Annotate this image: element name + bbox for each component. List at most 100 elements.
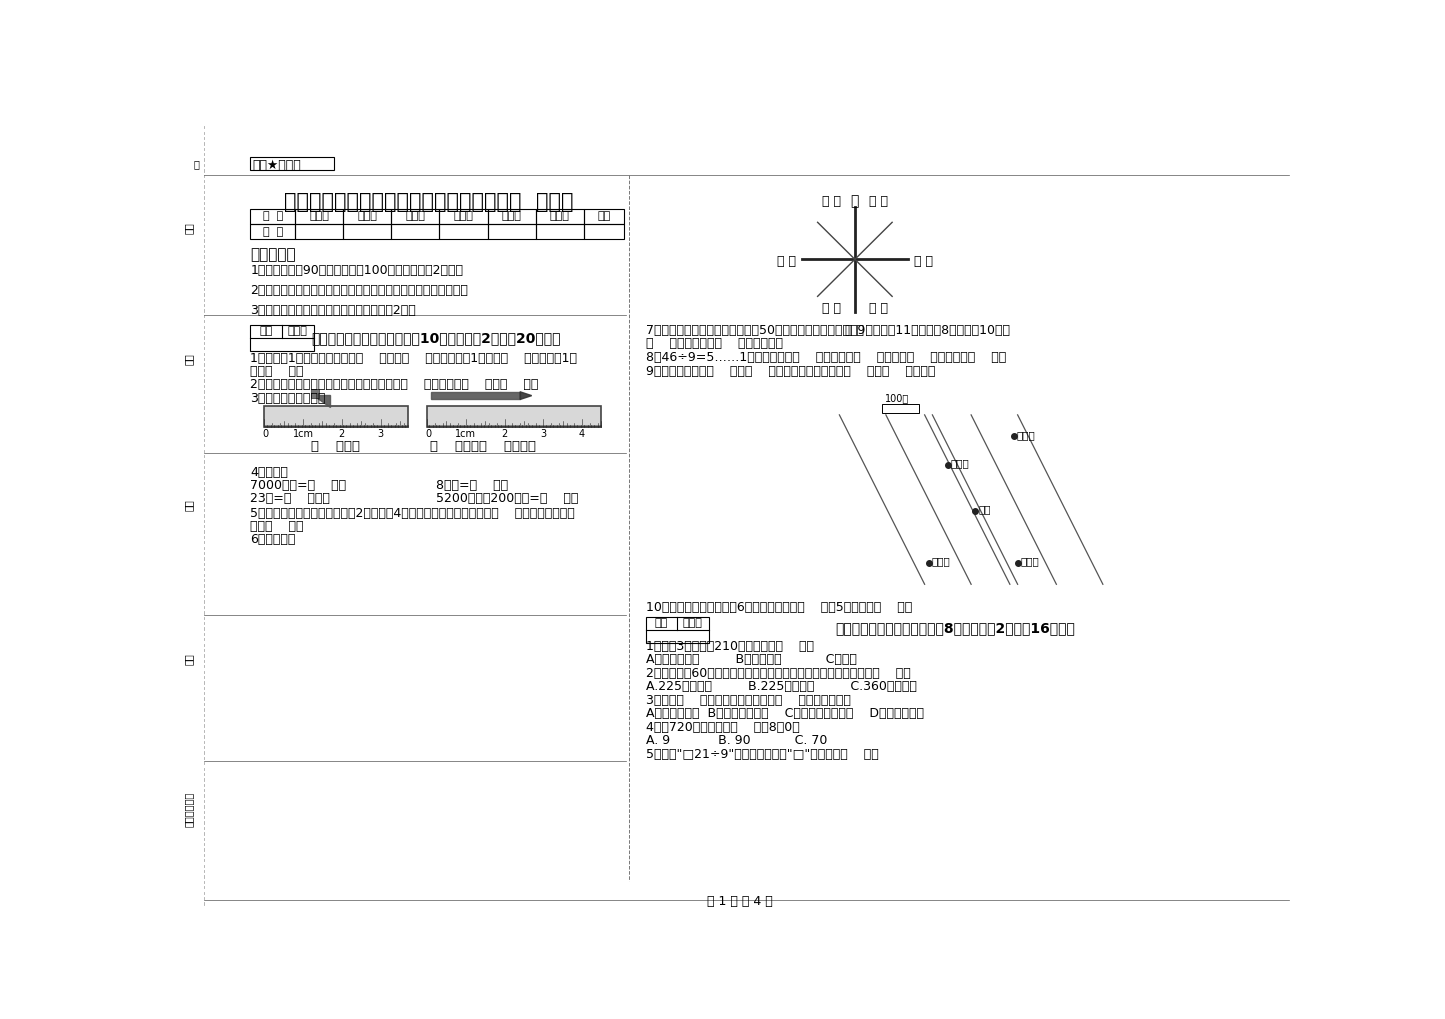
Text: 评卷人: 评卷人 <box>683 618 702 628</box>
Bar <box>487 209 536 224</box>
Text: 3、量出钉子的长度。: 3、量出钉子的长度。 <box>250 391 325 405</box>
Text: （ ）: （ ） <box>777 255 796 268</box>
Bar <box>295 224 344 239</box>
Text: 判断题: 判断题 <box>406 211 425 221</box>
Text: 小刚家: 小刚家 <box>932 556 951 567</box>
Text: 9、小红家在学校（    ）方（    ）米处；小明家在学校（    ）方（    ）米处。: 9、小红家在学校（ ）方（ ）米处；小明家在学校（ ）方（ ）米处。 <box>646 365 935 378</box>
Text: 学校: 学校 <box>184 653 194 665</box>
Text: （    ）毫米: （ ）毫米 <box>311 439 360 452</box>
Text: 学号: 学号 <box>184 222 194 234</box>
Text: 4、换算。: 4、换算。 <box>250 466 288 479</box>
Text: 北: 北 <box>851 195 860 209</box>
Bar <box>439 209 487 224</box>
Text: 乡镇（街道）: 乡镇（街道） <box>184 792 194 827</box>
Text: 5、要使"□21÷9"的商是三位数，"□"里只能填（    ）。: 5、要使"□21÷9"的商是三位数，"□"里只能填（ ）。 <box>646 748 879 760</box>
Text: （ ）: （ ） <box>822 195 841 208</box>
Text: 二、反复比较，慎重选择（共8小题，每题2分，共16分）。: 二、反复比较，慎重选择（共8小题，每题2分，共16分）。 <box>835 622 1075 635</box>
Polygon shape <box>431 391 520 399</box>
Text: 4: 4 <box>579 429 585 439</box>
Text: 100米: 100米 <box>886 393 909 404</box>
Text: 考试须知：: 考试须知： <box>250 247 296 262</box>
Text: 综合题: 综合题 <box>501 211 522 221</box>
Text: 1cm: 1cm <box>455 429 477 439</box>
Text: A.225平方分米         B.225平方厘米         C.360平方厘米: A.225平方分米 B.225平方厘米 C.360平方厘米 <box>646 680 916 693</box>
Text: 2、在进位加法中，不管哪一位上的数相加满（    ），都要向（    ）进（    ）。: 2、在进位加法中，不管哪一位上的数相加满（ ），都要向（ ）进（ ）。 <box>250 378 539 391</box>
Bar <box>584 224 624 239</box>
Text: 题: 题 <box>194 159 199 169</box>
Text: 数的（    ）。: 数的（ ）。 <box>250 521 303 533</box>
Text: 3: 3 <box>377 429 383 439</box>
Bar <box>311 388 318 398</box>
Text: 3、明天（    ）会下雨，今天下午我（    ）游遍全世界。: 3、明天（ ）会下雨，今天下午我（ ）游遍全世界。 <box>646 694 851 706</box>
Text: 2: 2 <box>338 429 345 439</box>
Text: 一、用心思考，正确填空（共10小题，每题2分，共20分）。: 一、用心思考，正确填空（共10小题，每题2分，共20分）。 <box>312 331 561 345</box>
Text: 第 1 页 共 4 页: 第 1 页 共 4 页 <box>707 895 773 908</box>
Text: 23吨=（    ）千克: 23吨=（ ）千克 <box>250 492 331 504</box>
Text: 2、把一根长60厘米的铁丝围城一个正方形，这个正方形的面积是（    ）。: 2、把一根长60厘米的铁丝围城一个正方形，这个正方形的面积是（ ）。 <box>646 666 910 680</box>
Bar <box>646 616 709 643</box>
Bar <box>439 224 487 239</box>
Text: 填空题: 填空题 <box>309 211 329 221</box>
Text: A、一定，可能  B、可能，不可能    C、不可能，不可能    D、可能，可能: A、一定，可能 B、可能，不可能 C、不可能，不可能 D、可能，可能 <box>646 707 923 719</box>
Text: 7、体育老师对第一小组同学进行50米跑测试，成绩如下小红9秒，小刚11秒，小明8秒，小军10秒。: 7、体育老师对第一小组同学进行50米跑测试，成绩如下小红9秒，小刚11秒，小明8… <box>646 324 1010 337</box>
Bar <box>250 157 334 170</box>
Polygon shape <box>314 394 331 408</box>
Text: A、乘公共汽车         B、骑自行车           C、步行: A、乘公共汽车 B、骑自行车 C、步行 <box>646 653 857 665</box>
Text: （ ）: （ ） <box>845 324 864 337</box>
Text: 选择题: 选择题 <box>357 211 377 221</box>
Text: 2: 2 <box>501 429 507 439</box>
Text: 1、分针走1小格，秒针正好走（    ），是（    ）秒。分针走1大格是（    ），时针走1大: 1、分针走1小格，秒针正好走（ ），是（ ）秒。分针走1大格是（ ），时针走1大 <box>250 352 578 365</box>
Text: A. 9            B. 90           C. 70: A. 9 B. 90 C. 70 <box>646 734 827 747</box>
Text: 6、填一填。: 6、填一填。 <box>250 534 296 546</box>
Text: （ ）: （ ） <box>868 195 887 208</box>
Text: 四川省重点小学三年级数学下学期月考试卷  附解析: 四川省重点小学三年级数学下学期月考试卷 附解析 <box>283 192 574 212</box>
Text: 总分: 总分 <box>597 211 610 221</box>
Text: 题  号: 题 号 <box>263 211 283 221</box>
Text: 绝密★启用前: 绝密★启用前 <box>253 159 302 172</box>
Text: 1cm: 1cm <box>292 429 314 439</box>
Bar <box>536 209 584 224</box>
Text: 得分: 得分 <box>655 618 668 628</box>
Bar <box>264 406 407 427</box>
Bar <box>428 406 601 427</box>
Bar <box>250 224 295 239</box>
Text: 小红家: 小红家 <box>951 459 970 469</box>
Text: 8、46÷9=5……1中，被除数是（    ），除数是（    ），商是（    ），余数是（    ）。: 8、46÷9=5……1中，被除数是（ ），除数是（ ），商是（ ），余数是（ ）… <box>646 351 1006 364</box>
Text: （    ）跑得最快，（    ）跑得最慢。: （ ）跑得最快，（ ）跑得最慢。 <box>646 337 783 351</box>
Bar <box>881 405 919 414</box>
Text: 计算题: 计算题 <box>454 211 474 221</box>
Text: 8千克=（    ）克: 8千克=（ ）克 <box>436 479 509 492</box>
Text: 小明家: 小明家 <box>1017 430 1036 440</box>
Text: 5200千克－200千克=（    ）吨: 5200千克－200千克=（ ）吨 <box>436 492 579 504</box>
Text: 应用题: 应用题 <box>549 211 569 221</box>
Bar <box>584 209 624 224</box>
Text: 小军家: 小军家 <box>1020 556 1039 567</box>
Text: （ ）: （ ） <box>822 303 841 315</box>
Text: 班级: 班级 <box>184 499 194 512</box>
Text: 3: 3 <box>540 429 546 439</box>
Bar <box>344 224 392 239</box>
Polygon shape <box>520 391 532 399</box>
Text: 格是（    ）。: 格是（ ）。 <box>250 365 303 378</box>
Text: 得  分: 得 分 <box>263 226 283 236</box>
Text: 0: 0 <box>426 429 432 439</box>
Text: 5、劳动课上做纸花，红红做了2朵纸花，4朵蓝花，红花占纸花总数的（    ），蓝花占纸花总: 5、劳动课上做纸花，红红做了2朵纸花，4朵蓝花，红花占纸花总数的（ ），蓝花占纸… <box>250 507 575 521</box>
Text: 评卷人: 评卷人 <box>288 326 308 336</box>
Text: 学校: 学校 <box>978 504 991 515</box>
Text: 1、考试时间：90分钟，满分为100分（含卷面分2分）。: 1、考试时间：90分钟，满分为100分（含卷面分2分）。 <box>250 264 464 277</box>
Text: 2、请首先按要求在试卷的指定位置填写您的姓名、班级、学号。: 2、请首先按要求在试卷的指定位置填写您的姓名、班级、学号。 <box>250 284 468 297</box>
Bar <box>344 209 392 224</box>
Text: 0: 0 <box>263 429 269 439</box>
Bar <box>250 209 295 224</box>
Text: （    ）厘米（    ）毫米。: （ ）厘米（ ）毫米。 <box>429 439 536 452</box>
Bar <box>392 209 439 224</box>
Bar <box>250 325 314 351</box>
Text: （ ）: （ ） <box>913 255 932 268</box>
Text: 1、爸爸3小时行了210千米，他是（    ）。: 1、爸爸3小时行了210千米，他是（ ）。 <box>646 640 814 653</box>
Text: （ ）: （ ） <box>868 303 887 315</box>
Text: 得分: 得分 <box>259 326 273 336</box>
Bar <box>392 224 439 239</box>
Bar <box>487 224 536 239</box>
Text: 7000千克=（    ）吨: 7000千克=（ ）吨 <box>250 479 347 492</box>
Text: 4、从720里连续减去（    ）个8归0。: 4、从720里连续减去（ ）个8归0。 <box>646 720 799 734</box>
